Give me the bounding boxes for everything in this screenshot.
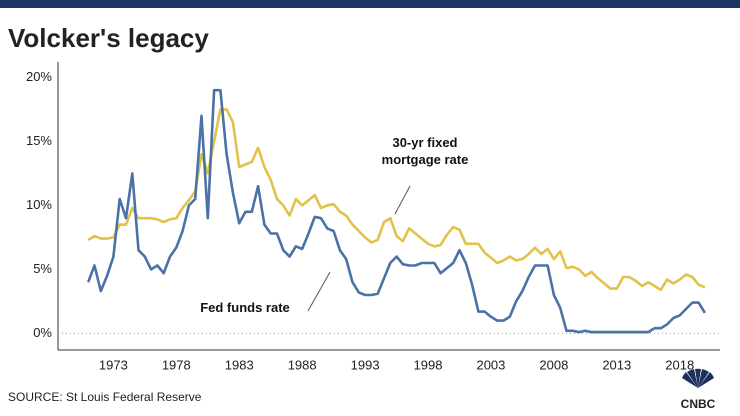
- source: SOURCE: St Louis Federal Reserve: [8, 390, 202, 404]
- x-tick-label: 1993: [351, 357, 380, 372]
- x-tick-label: 1998: [414, 357, 443, 372]
- x-tick-label: 1973: [99, 357, 128, 372]
- y-tick-label: 15%: [26, 133, 52, 148]
- series-label: Fed funds rate: [200, 300, 290, 315]
- x-tick-label: 2003: [476, 357, 505, 372]
- y-tick-label: 10%: [26, 197, 52, 212]
- logo-icon: [682, 368, 714, 388]
- x-tick-label: 2013: [602, 357, 631, 372]
- x-tick-label: 2008: [539, 357, 568, 372]
- chart-title: Volcker's legacy: [8, 23, 209, 53]
- annotation-pointer: [394, 185, 411, 215]
- y-tick-label: 0%: [33, 325, 52, 340]
- x-tick-label: 1988: [288, 357, 317, 372]
- annotation-pointer: [307, 271, 331, 312]
- x-tick-label: 2018: [665, 357, 694, 372]
- series-line: [86, 88, 707, 334]
- y-tick-label: 5%: [33, 261, 52, 276]
- x-tick-label: 1983: [225, 357, 254, 372]
- top-bar: [0, 0, 740, 8]
- logo-text: CNBC: [681, 397, 716, 411]
- x-tick-label: 1978: [162, 357, 191, 372]
- series-line: [87, 108, 706, 292]
- y-tick-label: 20%: [26, 69, 52, 84]
- series-label: 30-yr fixed mortgage rate: [381, 135, 469, 167]
